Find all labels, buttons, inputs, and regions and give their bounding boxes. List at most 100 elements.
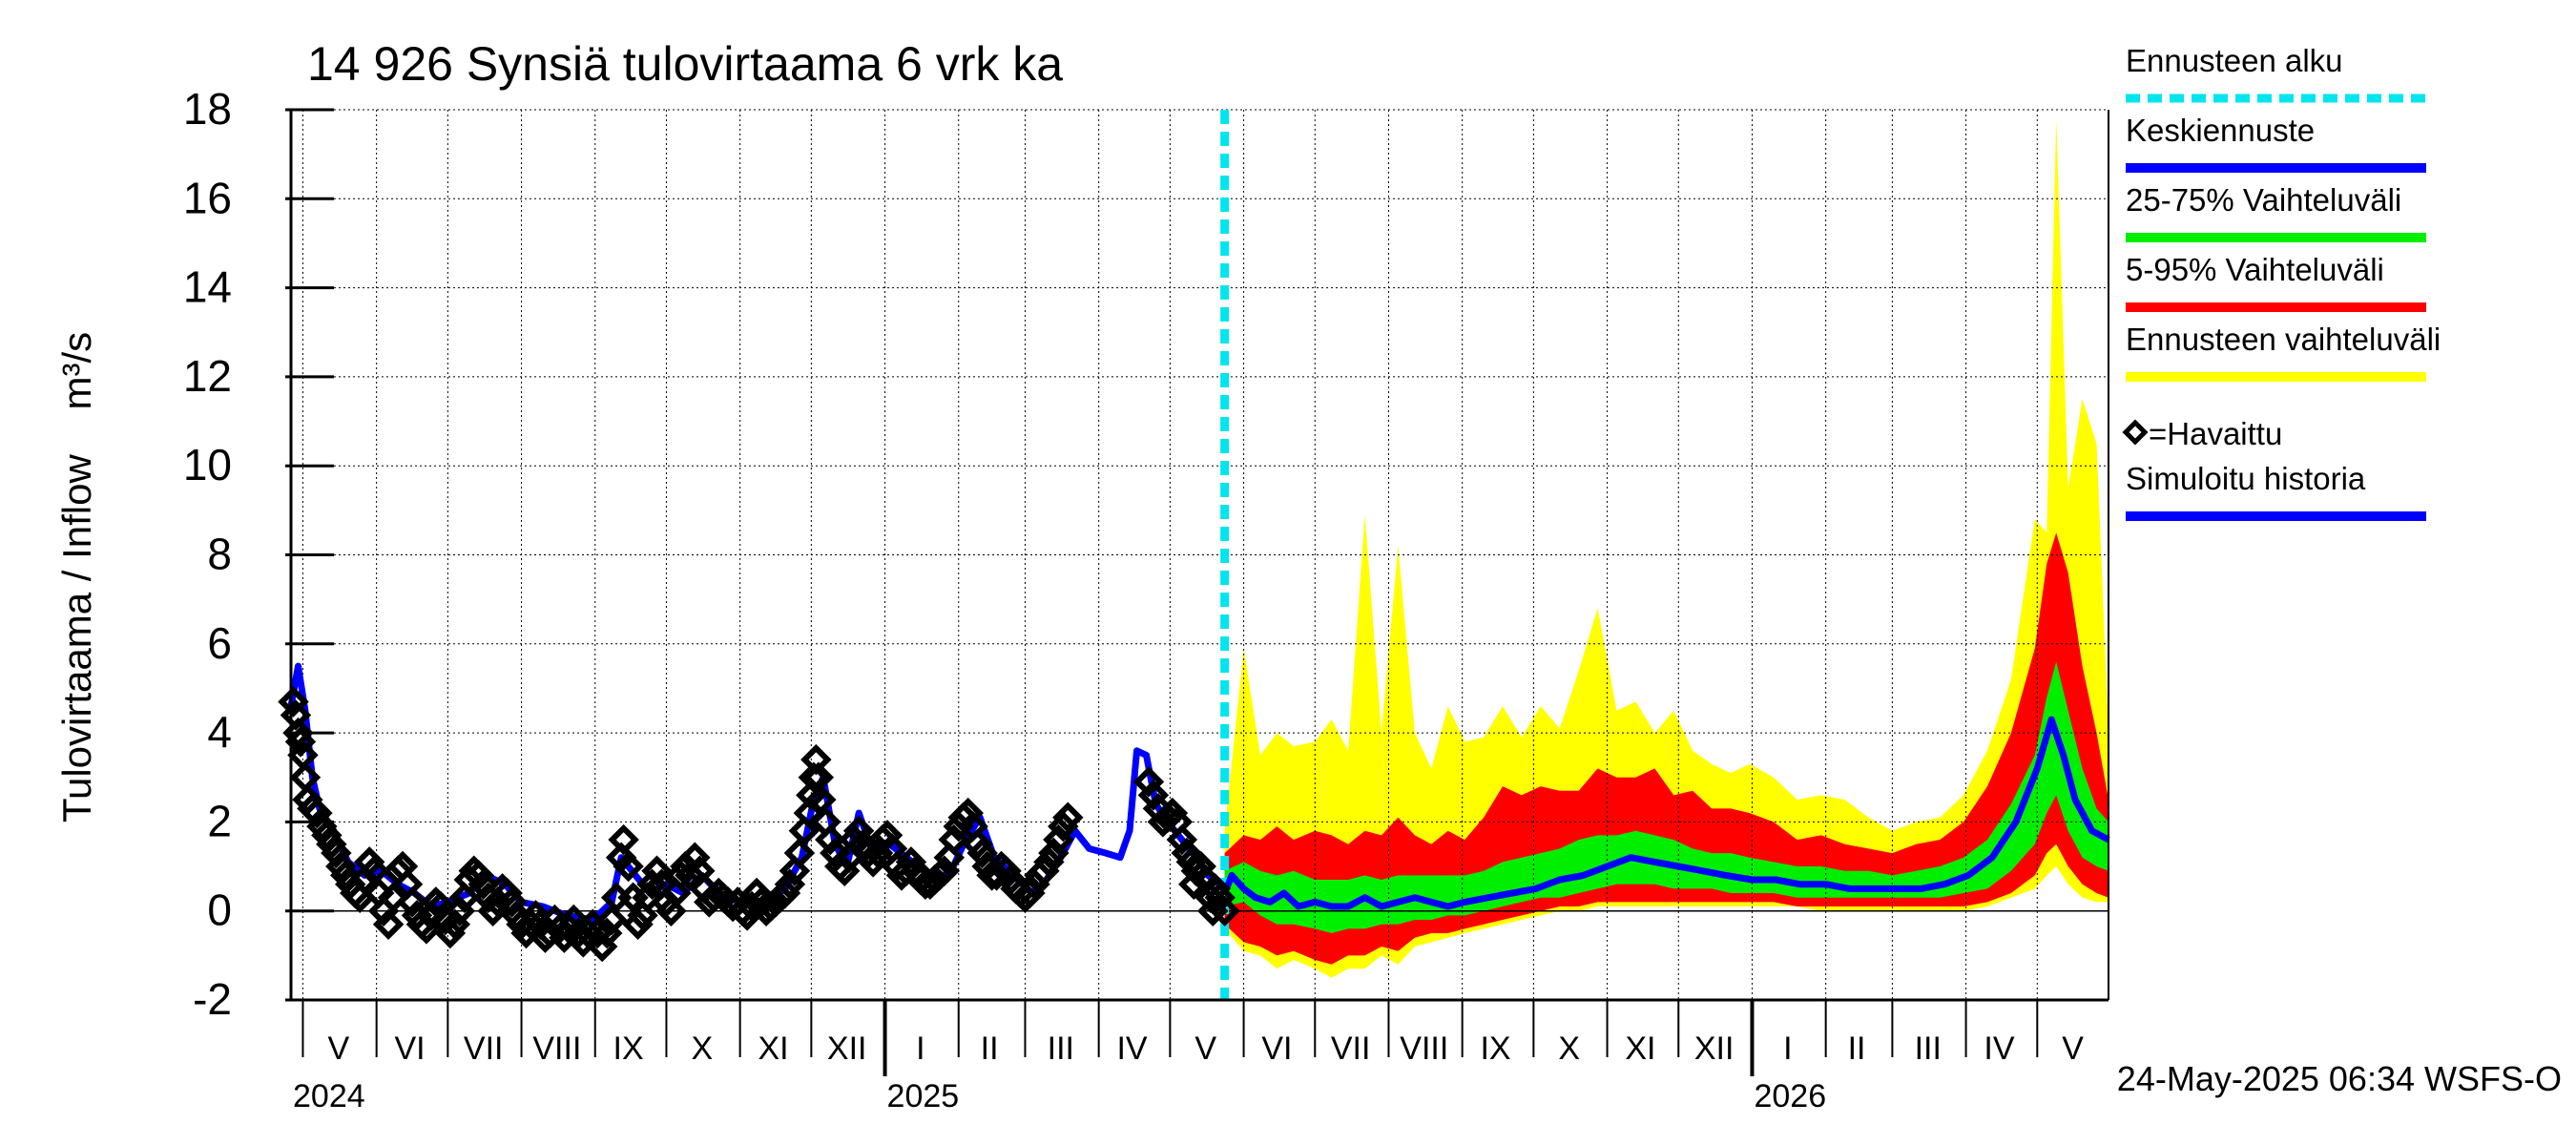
month-label: I: [1783, 1030, 1792, 1067]
observed-point: [966, 837, 998, 869]
legend: Ennusteen alku Keskiennuste 25-75% Vaihtel…: [2122, 43, 2441, 521]
observed-point: [520, 900, 551, 931]
observed-point: [976, 860, 1008, 891]
observed-point: [284, 726, 317, 758]
month-label: IX: [1480, 1030, 1510, 1067]
observed-point: [842, 815, 875, 846]
y-tick-label: 2: [207, 796, 232, 845]
observed-point: [679, 842, 711, 873]
observed-point: [783, 837, 816, 869]
month-label: X: [691, 1030, 713, 1067]
observed-point: [1204, 882, 1236, 913]
observed-point: [660, 877, 692, 909]
observed-point: [448, 882, 481, 913]
month-label: XII: [1694, 1030, 1735, 1067]
legend-label-25-75-vaihteluv-li: 25-75% Vaihteluväli: [2126, 182, 2401, 218]
observed-point: [990, 855, 1022, 886]
observed-point: [815, 823, 846, 856]
month-label: V: [2062, 1030, 2084, 1067]
observed-point: [396, 886, 428, 918]
observed-point: [425, 890, 457, 923]
series-keskiennuste: [1221, 716, 2110, 910]
y-tick-label: 16: [183, 173, 232, 222]
observed-point: [595, 904, 628, 936]
band-ennusteen-vaihteluv-li: [1224, 118, 2109, 978]
observed-point: [321, 837, 352, 869]
year-label: 2024: [293, 1078, 365, 1114]
month-label: I: [916, 1030, 924, 1067]
observed-point: [627, 900, 658, 931]
month-label: X: [1558, 1030, 1580, 1067]
legend-label-keskiennuste: Keskiennuste: [2126, 113, 2315, 148]
observed-point: [613, 850, 644, 883]
month-label: V: [1195, 1030, 1216, 1067]
y-tick-label: 14: [183, 262, 232, 312]
observed-point: [330, 860, 362, 891]
observed-point: [348, 864, 381, 896]
legend-label-5-95-vaihteluv-li: 5-95% Vaihteluväli: [2126, 252, 2384, 287]
month-label: V: [327, 1030, 349, 1067]
observed-point: [311, 820, 343, 851]
observed-point: [655, 895, 687, 926]
legend-label-havaittu: =Havaittu: [2149, 416, 2282, 451]
observed-point: [779, 855, 811, 886]
month-label: IX: [613, 1030, 644, 1067]
legend-label-simuloitu-historia: Simuloitu historia: [2126, 461, 2366, 496]
observed-point: [962, 828, 993, 860]
month-label: VII: [1331, 1030, 1371, 1067]
observed-point: [852, 837, 884, 869]
observed-point: [805, 783, 837, 816]
year-label: 2025: [887, 1078, 960, 1114]
observed-point: [496, 886, 528, 918]
observed-point: [581, 917, 613, 949]
month-label: III: [1048, 1030, 1074, 1067]
observed-point: [798, 761, 830, 793]
observed-point: [316, 828, 347, 860]
observed-point: [491, 877, 523, 909]
month-label: VII: [464, 1030, 504, 1067]
observed-point: [871, 820, 904, 851]
observed-point: [467, 868, 499, 900]
y-tick-label: -2: [193, 974, 232, 1024]
observed-point: [788, 815, 821, 846]
observed-point: [1137, 780, 1170, 811]
month-label: XII: [827, 1030, 867, 1067]
month-label: VI: [1261, 1030, 1292, 1067]
y-tick-label: 8: [207, 530, 232, 579]
observed-point: [651, 886, 682, 918]
observed-point: [325, 850, 357, 883]
year-label: 2026: [1754, 1078, 1826, 1114]
observed-point: [278, 686, 309, 718]
observed-point: [372, 908, 405, 940]
observed-point: [1166, 823, 1198, 856]
observed-point: [1052, 802, 1084, 833]
y-tick-label: 6: [207, 618, 232, 668]
y-tick-label: 10: [183, 440, 232, 489]
observed-point: [377, 882, 409, 913]
observed-point: [895, 846, 927, 878]
observed-point: [1185, 850, 1216, 883]
y-tick-label: 4: [207, 707, 232, 757]
band-5-95-vaihteluv-li: [1224, 532, 2109, 965]
footer-timestamp: 24-May-2025 06:34 WSFS-O: [2117, 1059, 2562, 1098]
y-tick-label: 0: [207, 885, 232, 935]
y-tick-label: 12: [183, 351, 232, 401]
observed-point: [1199, 873, 1231, 905]
month-label: IV: [1984, 1030, 2014, 1067]
month-label: XI: [758, 1030, 788, 1067]
observed-point: [952, 797, 984, 829]
observed-point: [353, 846, 385, 878]
observed-point: [933, 842, 966, 873]
observed-point: [358, 855, 390, 886]
y-axis-label: Tulovirtaama / Inflow m³/s: [54, 332, 99, 822]
month-label: II: [1848, 1030, 1866, 1067]
observed-point: [675, 860, 706, 891]
y-tick-label: 18: [183, 84, 232, 134]
observed-point: [1171, 837, 1203, 869]
month-label: VI: [394, 1030, 425, 1067]
observed-point: [740, 877, 773, 909]
month-label: VIII: [1400, 1030, 1448, 1067]
observed-point: [1156, 797, 1189, 829]
